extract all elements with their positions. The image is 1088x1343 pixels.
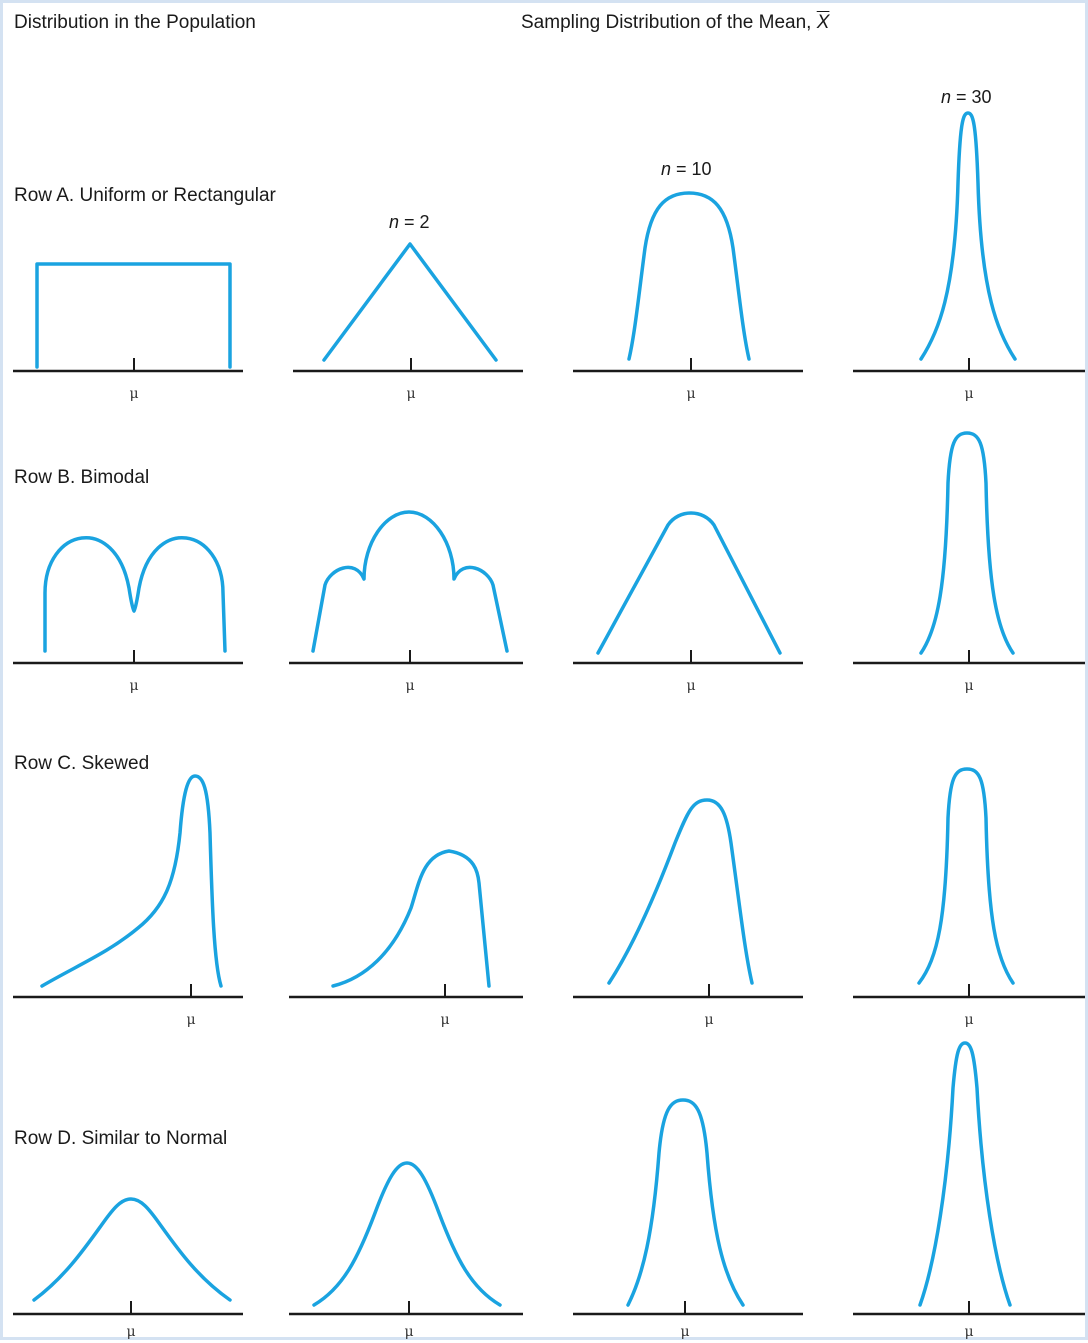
mean-label: μ [964, 386, 974, 402]
mean-label: μ [404, 1324, 414, 1340]
mean-label: μ [704, 1012, 714, 1028]
sample-size-label-2: n = 2 [389, 213, 430, 231]
normal-population-curve [32, 1197, 232, 1302]
triangular-sampling-curve-n2 [322, 242, 498, 362]
sampling-curve-row-a-n30 [919, 111, 1017, 361]
sample-size-var: n [661, 159, 672, 179]
mean-label: μ [964, 1012, 974, 1028]
sample-size-value: = 2 [399, 212, 430, 232]
mean-label: μ [964, 1324, 974, 1340]
sampling-curve-row-d-n30 [918, 1041, 1012, 1307]
sampling-header-text: Sampling Distribution of the Mean, [521, 12, 817, 33]
distribution-curves [13, 111, 1085, 1316]
sample-size-value: = 30 [951, 87, 992, 107]
sampling-header: Sampling Distribution of the Mean, X [521, 13, 829, 32]
sampling-curve-row-a-n10 [627, 191, 751, 361]
sampling-curve-row-d-n10 [626, 1098, 745, 1307]
row-b-label: Row B. Bimodal [14, 467, 150, 488]
row-d-label: Row D. Similar to Normal [14, 1128, 228, 1149]
sampling-curve-row-b-n30 [919, 431, 1015, 655]
mean-label: μ [440, 1012, 450, 1028]
mean-label: μ [964, 678, 974, 694]
mean-label: μ [406, 386, 416, 402]
bimodal-population-curve [43, 535, 227, 653]
sampling-curve-row-c-n30 [917, 767, 1015, 985]
row-c-label: Row C. Skewed [14, 753, 150, 774]
x-bar-symbol: X [816, 12, 830, 33]
mean-label: μ [186, 1012, 196, 1028]
mean-label: μ [129, 386, 139, 402]
mean-label: μ [686, 386, 696, 402]
sample-size-label-30: n = 30 [941, 88, 992, 106]
uniform-population-curve [35, 262, 232, 369]
mean-label: μ [129, 678, 139, 694]
sample-size-var: n [389, 212, 400, 232]
sampling-curve-row-d-n2 [312, 1161, 502, 1307]
sampling-curve-row-b-n2 [311, 510, 509, 653]
sampling-curve-row-c-n10 [607, 798, 754, 985]
sample-size-var: n [941, 87, 952, 107]
sample-size-value: = 10 [671, 159, 712, 179]
mean-label: μ [126, 1324, 136, 1340]
sample-size-label-10: n = 10 [661, 160, 712, 178]
skewed-population-curve [40, 774, 223, 988]
sampling-curve-row-c-n2 [331, 849, 491, 988]
mean-label: μ [686, 678, 696, 694]
mean-label: μ [405, 678, 415, 694]
row-a-label: Row A. Uniform or Rectangular [14, 185, 276, 206]
population-header: Distribution in the Population [14, 12, 256, 33]
mean-label: μ [680, 1324, 690, 1340]
sampling-curve-row-b-n10 [596, 511, 782, 655]
